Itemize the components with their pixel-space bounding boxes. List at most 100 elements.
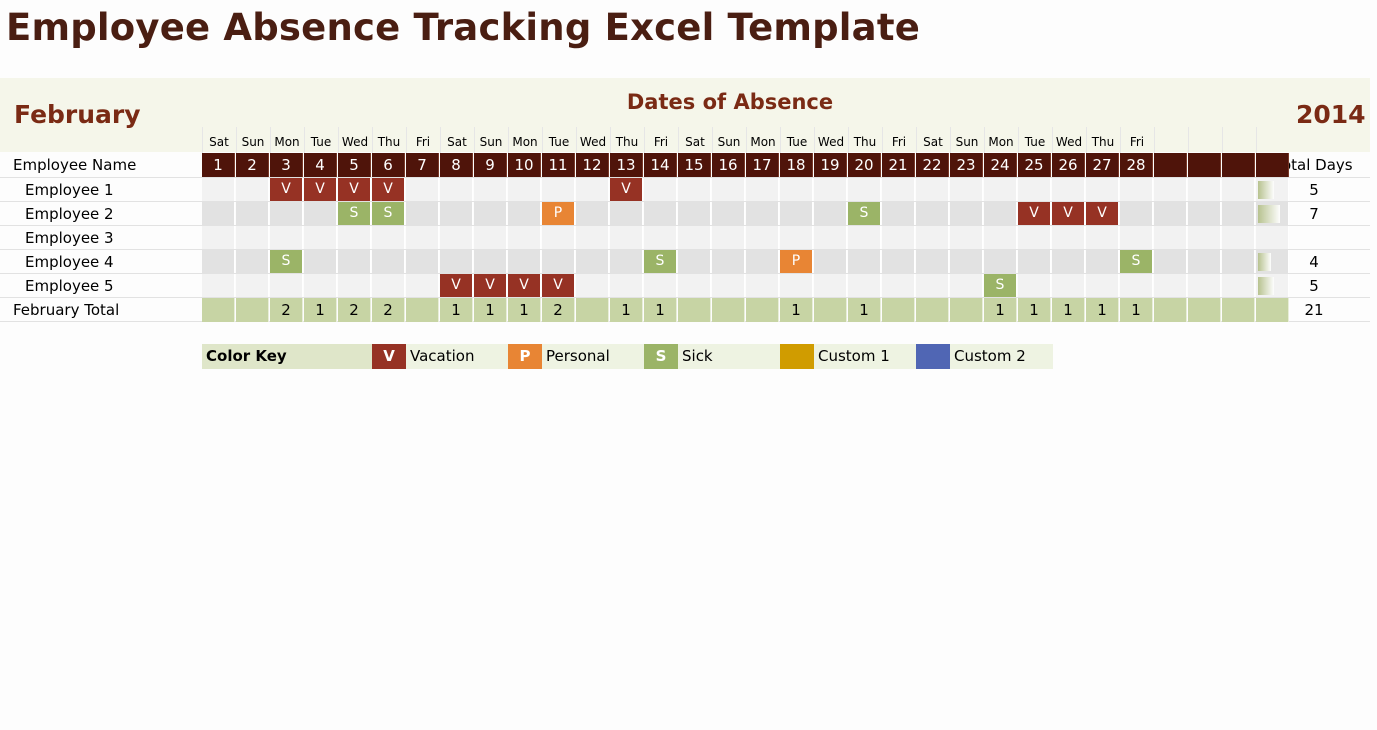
- absence-cell[interactable]: V: [270, 178, 303, 201]
- employee-name[interactable]: Employee 5: [25, 277, 114, 295]
- absence-cell[interactable]: V: [1018, 202, 1051, 225]
- absence-cell[interactable]: [746, 178, 779, 201]
- absence-cell[interactable]: [678, 250, 711, 273]
- absence-cell[interactable]: S: [848, 202, 881, 225]
- absence-cell[interactable]: [1120, 178, 1153, 201]
- absence-cell[interactable]: [950, 226, 983, 249]
- absence-cell[interactable]: [610, 250, 643, 273]
- absence-cell[interactable]: S: [270, 250, 303, 273]
- absence-cell[interactable]: [882, 178, 915, 201]
- absence-cell[interactable]: [372, 250, 405, 273]
- absence-cell[interactable]: [882, 274, 915, 297]
- absence-cell[interactable]: [916, 226, 949, 249]
- absence-cell[interactable]: S: [372, 202, 405, 225]
- absence-cell[interactable]: [304, 250, 337, 273]
- absence-cell[interactable]: [202, 274, 235, 297]
- absence-cell[interactable]: [542, 226, 575, 249]
- employee-name[interactable]: Employee 1: [25, 181, 114, 199]
- absence-cell[interactable]: [406, 202, 439, 225]
- absence-cell[interactable]: [644, 274, 677, 297]
- absence-cell[interactable]: [916, 178, 949, 201]
- absence-cell[interactable]: [1222, 178, 1255, 201]
- absence-cell[interactable]: [848, 274, 881, 297]
- absence-cell[interactable]: [270, 274, 303, 297]
- absence-cell[interactable]: [474, 250, 507, 273]
- absence-cell[interactable]: V: [372, 178, 405, 201]
- absence-cell[interactable]: [440, 202, 473, 225]
- absence-cell[interactable]: S: [1120, 250, 1153, 273]
- absence-cell[interactable]: [474, 178, 507, 201]
- absence-cell[interactable]: [780, 274, 813, 297]
- absence-cell[interactable]: [304, 274, 337, 297]
- absence-cell[interactable]: [1018, 226, 1051, 249]
- absence-cell[interactable]: [1120, 226, 1153, 249]
- absence-cell[interactable]: [984, 202, 1017, 225]
- year-label[interactable]: 2014: [1296, 100, 1366, 129]
- absence-cell[interactable]: [1018, 178, 1051, 201]
- absence-cell[interactable]: [474, 226, 507, 249]
- absence-cell[interactable]: [644, 178, 677, 201]
- absence-cell[interactable]: [712, 202, 745, 225]
- absence-cell[interactable]: [950, 202, 983, 225]
- absence-cell[interactable]: [1052, 178, 1085, 201]
- absence-cell[interactable]: V: [1086, 202, 1119, 225]
- absence-cell[interactable]: [984, 250, 1017, 273]
- absence-cell[interactable]: [1086, 226, 1119, 249]
- absence-cell[interactable]: [1154, 274, 1187, 297]
- absence-cell[interactable]: V: [304, 178, 337, 201]
- absence-cell[interactable]: [1222, 274, 1255, 297]
- absence-cell[interactable]: [1256, 226, 1289, 249]
- absence-cell[interactable]: [1052, 250, 1085, 273]
- absence-cell[interactable]: [1154, 178, 1187, 201]
- absence-cell[interactable]: [1188, 178, 1221, 201]
- absence-cell[interactable]: [814, 202, 847, 225]
- absence-cell[interactable]: V: [542, 274, 575, 297]
- absence-cell[interactable]: [814, 274, 847, 297]
- absence-cell[interactable]: P: [780, 250, 813, 273]
- absence-cell[interactable]: [678, 202, 711, 225]
- absence-cell[interactable]: [780, 202, 813, 225]
- absence-cell[interactable]: [610, 274, 643, 297]
- absence-cell[interactable]: [746, 250, 779, 273]
- absence-cell[interactable]: [882, 202, 915, 225]
- absence-cell[interactable]: [1188, 226, 1221, 249]
- absence-cell[interactable]: [644, 202, 677, 225]
- absence-cell[interactable]: [916, 274, 949, 297]
- absence-cell[interactable]: [1154, 250, 1187, 273]
- employee-name[interactable]: Employee 4: [25, 253, 114, 271]
- absence-cell[interactable]: [644, 226, 677, 249]
- absence-cell[interactable]: [678, 178, 711, 201]
- absence-cell[interactable]: [712, 178, 745, 201]
- absence-cell[interactable]: [814, 250, 847, 273]
- absence-cell[interactable]: V: [338, 178, 371, 201]
- absence-cell[interactable]: [202, 202, 235, 225]
- absence-cell[interactable]: [1188, 202, 1221, 225]
- absence-cell[interactable]: [474, 202, 507, 225]
- absence-cell[interactable]: [508, 226, 541, 249]
- absence-cell[interactable]: V: [610, 178, 643, 201]
- absence-cell[interactable]: [440, 250, 473, 273]
- absence-cell[interactable]: [236, 178, 269, 201]
- absence-cell[interactable]: S: [984, 274, 1017, 297]
- absence-cell[interactable]: [338, 226, 371, 249]
- absence-cell[interactable]: [950, 250, 983, 273]
- absence-cell[interactable]: [610, 226, 643, 249]
- absence-cell[interactable]: [746, 202, 779, 225]
- absence-cell[interactable]: [1222, 202, 1255, 225]
- absence-cell[interactable]: [950, 178, 983, 201]
- absence-cell[interactable]: [1052, 226, 1085, 249]
- absence-cell[interactable]: [848, 250, 881, 273]
- absence-cell[interactable]: [338, 250, 371, 273]
- employee-name[interactable]: Employee 3: [25, 229, 114, 247]
- absence-cell[interactable]: [848, 178, 881, 201]
- absence-cell[interactable]: [1120, 274, 1153, 297]
- absence-cell[interactable]: S: [338, 202, 371, 225]
- absence-cell[interactable]: [542, 178, 575, 201]
- absence-cell[interactable]: [236, 202, 269, 225]
- absence-cell[interactable]: [1222, 226, 1255, 249]
- absence-cell[interactable]: V: [474, 274, 507, 297]
- absence-cell[interactable]: [406, 274, 439, 297]
- absence-cell[interactable]: [882, 250, 915, 273]
- absence-cell[interactable]: [746, 274, 779, 297]
- absence-cell[interactable]: [1154, 202, 1187, 225]
